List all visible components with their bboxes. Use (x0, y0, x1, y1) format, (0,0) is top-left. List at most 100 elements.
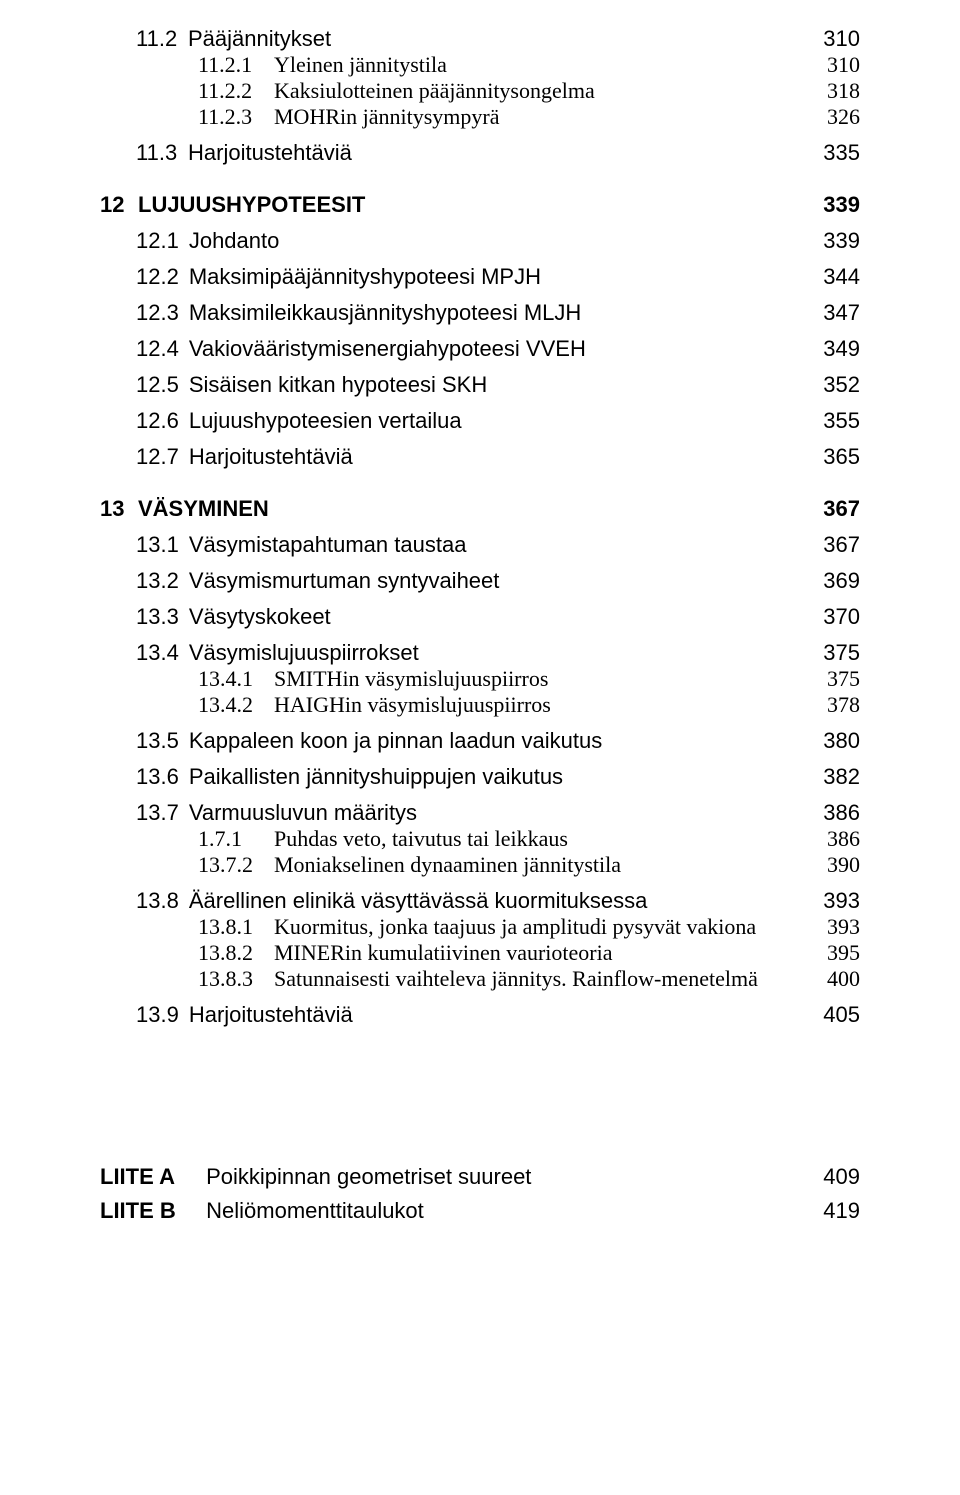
subsection-title: MINERin kumulatiivinen vaurioteoria (274, 940, 613, 965)
chapter-title: VÄSYMINEN (138, 496, 269, 521)
page-number: 409 (785, 1166, 860, 1188)
toc-section: 12.1Johdanto 339 (100, 230, 860, 252)
page-number: 355 (785, 410, 860, 432)
section-number: 13.7 (136, 802, 179, 824)
appendix-title: Neliömomenttitaulukot (206, 1198, 424, 1223)
toc-subsection: 11.2.2 Kaksiulotteinen pääjännitysongelma… (100, 80, 860, 102)
section-number: 12.7 (136, 446, 179, 468)
appendix-label: LIITE A (100, 1166, 200, 1188)
section-number: 13.1 (136, 534, 179, 556)
section-title: Varmuusluvun määritys (189, 800, 417, 825)
toc-subsection: 13.8.2 MINERin kumulatiivinen vaurioteori… (100, 942, 860, 964)
section-title: Vakiovääristymisenergiahypoteesi VVEH (189, 336, 586, 361)
section-title: Paikallisten jännityshuippujen vaikutus (189, 764, 563, 789)
section-number: 12.5 (136, 374, 179, 396)
section-title: Äärellinen elinikä väsyttävässä kuormitu… (189, 888, 648, 913)
subsection-number: 13.7.2 (198, 854, 256, 876)
toc-section: 11.2 Pääjännitykset 310 (100, 28, 860, 50)
section-number: 13.8 (136, 890, 179, 912)
subsection-title: Yleinen jännitystila (274, 52, 447, 77)
section-number: 13.4 (136, 642, 179, 664)
subsection-title: Satunnaisesti vaihteleva jännitys. Rainf… (274, 966, 758, 991)
page-number: 367 (785, 534, 860, 556)
page-number: 369 (785, 570, 860, 592)
section-title: Harjoitustehtäviä (189, 444, 353, 469)
appendix-label: LIITE B (100, 1200, 200, 1222)
toc-chapter: 13VÄSYMINEN 367 (100, 498, 860, 520)
section-title: Harjoitustehtäviä (189, 1002, 353, 1027)
toc-section: 12.2Maksimipääjännityshypoteesi MPJH 344 (100, 266, 860, 288)
subsection-title: MOHRin jännitysympyrä (274, 104, 500, 129)
toc-section: 12.7 Harjoitustehtäviä 365 (100, 446, 860, 468)
toc-section: 11.3Harjoitustehtäviä 335 (100, 142, 860, 164)
page-number: 365 (785, 446, 860, 468)
subsection-number: 13.8.2 (198, 942, 256, 964)
section-number: 12.1 (136, 230, 179, 252)
page-number: 335 (785, 142, 860, 164)
page-number: 393 (785, 890, 860, 912)
section-number: 11.2 (136, 28, 178, 50)
subsection-number: 11.2.2 (198, 80, 256, 102)
toc-subsection: 13.8.3 Satunnaisesti vaihteleva jännitys.… (100, 968, 860, 990)
section-title: Pääjännitykset (188, 26, 331, 51)
page-number: 349 (785, 338, 860, 360)
toc-subsection: 13.7.2Moniakselinen dynaaminen jännityst… (100, 854, 860, 876)
subsection-number: 1.7.1 (198, 828, 256, 850)
section-title: Johdanto (189, 228, 280, 253)
section-title: Väsymistapahtuman taustaa (189, 532, 467, 557)
appendix-block: LIITE A Poikkipinnan geometriset suureet… (100, 1166, 860, 1222)
toc-section: 13.2Väsymismurtuman syntyvaiheet 369 (100, 570, 860, 592)
subsection-number: 13.4.1 (198, 668, 256, 690)
toc-section: 12.6Lujuushypoteesien vertailua 355 (100, 410, 860, 432)
subsection-title: HAIGHin väsymislujuuspiirros (274, 692, 551, 717)
appendix-title: Poikkipinnan geometriset suureet (206, 1164, 531, 1189)
toc-subsection: 1.7.1Puhdas veto, taivutus tai leikkaus … (100, 828, 860, 850)
section-title: Maksimileikkausjännityshypoteesi MLJH (189, 300, 581, 325)
toc-subsection: 13.4.2 HAIGHin väsymislujuuspiirros 378 (100, 694, 860, 716)
toc-section: 12.5Sisäisen kitkan hypoteesi SKH 352 (100, 374, 860, 396)
page-number: 390 (785, 854, 860, 876)
toc-subsection: 13.8.1Kuormitus, jonka taajuus ja amplit… (100, 916, 860, 938)
section-number: 13.5 (136, 730, 179, 752)
page-number: 347 (785, 302, 860, 324)
subsection-title: Kaksiulotteinen pääjännitysongelma (274, 78, 595, 103)
section-number: 13.3 (136, 606, 179, 628)
page-number: 344 (785, 266, 860, 288)
toc-section: 13.9Harjoitustehtäviä 405 (100, 1004, 860, 1026)
toc-section: 13.1 Väsymistapahtuman taustaa 367 (100, 534, 860, 556)
toc-section: 13.6Paikallisten jännityshuippujen vaiku… (100, 766, 860, 788)
page-number: 310 (785, 28, 860, 50)
subsection-title: Puhdas veto, taivutus tai leikkaus (274, 826, 568, 851)
page-number: 378 (785, 694, 860, 716)
subsection-number: 13.4.2 (198, 694, 256, 716)
page-number: 393 (785, 916, 860, 938)
section-number: 11.3 (136, 142, 178, 164)
subsection-title: SMITHin väsymislujuuspiirros (274, 666, 548, 691)
toc-chapter: 12LUJUUSHYPOTEESIT 339 (100, 194, 860, 216)
page-number: 395 (785, 942, 860, 964)
page-number: 339 (785, 194, 860, 216)
subsection-number: 13.8.3 (198, 968, 256, 990)
page-number: 386 (785, 802, 860, 824)
page-number: 400 (785, 968, 860, 990)
section-title: Väsytyskokeet (189, 604, 331, 629)
subsection-number: 11.2.1 (198, 54, 256, 76)
appendix-row: LIITE A Poikkipinnan geometriset suureet… (100, 1166, 860, 1188)
page-number: 352 (785, 374, 860, 396)
section-title: Lujuushypoteesien vertailua (189, 408, 462, 433)
page-number: 386 (785, 828, 860, 850)
page-number: 380 (785, 730, 860, 752)
toc-section: 13.3Väsytyskokeet 370 (100, 606, 860, 628)
toc-subsection: 11.2.1Yleinen jännitystila 310 (100, 54, 860, 76)
page-number: 405 (785, 1004, 860, 1026)
section-title: Maksimipääjännityshypoteesi MPJH (189, 264, 541, 289)
page-number: 318 (785, 80, 860, 102)
toc-section: 13.8 Äärellinen elinikä väsyttävässä kuor… (100, 890, 860, 912)
page: 11.2 Pääjännitykset 310 11.2.1 Yleinen jän… (0, 0, 960, 1495)
toc-section: 13.7 Varmuusluvun määritys 386 (100, 802, 860, 824)
chapter-number: 13 (100, 498, 138, 520)
subsection-number: 11.2.3 (198, 106, 256, 128)
page-number: 375 (785, 668, 860, 690)
page-number: 382 (785, 766, 860, 788)
section-title: Väsymislujuuspiirrokset (189, 640, 419, 665)
